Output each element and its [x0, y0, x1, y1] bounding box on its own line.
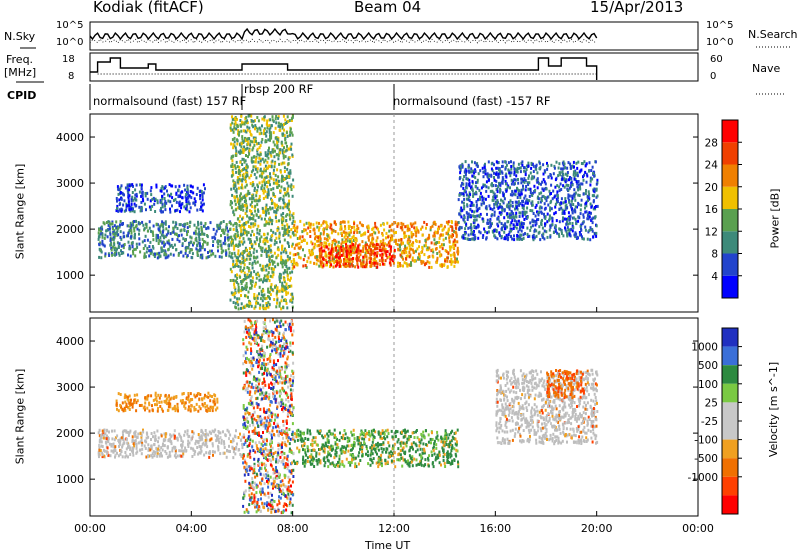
power-colorbar-tick-1: 24 [705, 160, 719, 172]
velocity-ytick-0: 4000 [56, 335, 84, 348]
power-colorbar-tick-4: 12 [705, 226, 718, 238]
freq-panel-frame [89, 52, 699, 82]
cpid-segment-1: normalsound (fast) 157 RF [93, 94, 247, 108]
velocity-region-3 [292, 428, 460, 469]
noise-tick-high-right: 10^5 [706, 20, 734, 31]
freq-tick-low: 8 [68, 71, 75, 82]
cpid-segment-2: rbsp 200 RF [244, 82, 314, 96]
power-ytick-0: 4000 [56, 131, 84, 144]
nave-tick-high: 60 [710, 54, 723, 65]
nsky-trace [89, 27, 598, 41]
power-region-4 [318, 243, 396, 269]
velocity-region-5 [546, 369, 585, 400]
velocity-region-1 [115, 391, 219, 413]
xtick-label-2: 08:00 [277, 522, 309, 535]
nave-tick-low: 0 [710, 71, 717, 82]
velocity-colorbar-swatch-0 [722, 328, 738, 347]
power-ytick-1: 3000 [56, 177, 84, 190]
cpid-label: CPID [7, 89, 37, 102]
velocity-colorbar-tick-0: 1000 [691, 342, 718, 354]
power-region-2 [229, 114, 295, 311]
nsearch-label: N.Search [748, 28, 798, 41]
velocity-ytick-1: 3000 [56, 381, 84, 394]
date-title: 15/Apr/2013 [590, 0, 684, 16]
velocity-colorbar-tick-1: 500 [698, 360, 718, 372]
power-region-5 [457, 160, 599, 242]
beam-title: Beam 04 [354, 0, 422, 16]
velocity-colorbar-tick-3: 25 [705, 397, 718, 409]
xtick-label-0: 00:00 [74, 522, 106, 535]
velocity-ytick-2: 2000 [56, 427, 84, 440]
power-ytick-3: 1000 [56, 269, 84, 282]
power-colorbar-tick-2: 20 [705, 182, 718, 194]
power-colorbar-swatch-2 [722, 231, 738, 254]
velocity-colorbar-swatch-6 [722, 439, 738, 459]
velocity-ytick-3: 1000 [56, 473, 84, 486]
power-colorbar-tick-6: 4 [711, 271, 718, 283]
velocity-colorbar-swatch-4 [722, 402, 738, 421]
power-colorbar-swatch-5 [722, 164, 738, 187]
noise-tick-low: 10^0 [56, 37, 84, 48]
station-title: Kodiak (fitACF) [93, 0, 204, 16]
xtick-label-6: 00:00 [682, 522, 714, 535]
xtick-label-5: 20:00 [581, 522, 613, 535]
xtick-label-1: 04:00 [175, 522, 207, 535]
noise-tick-low-right: 10^0 [706, 37, 734, 48]
velocity-colorbar-swatch-8 [722, 476, 738, 496]
velocity-colorbar-tick-7: -1000 [687, 472, 718, 484]
power-region-0 [97, 219, 232, 260]
velocity-colorbar-swatch-9 [722, 495, 738, 514]
nave-label: Nave [752, 62, 781, 75]
velocity-region-0 [97, 428, 244, 460]
power-region-1 [115, 183, 206, 214]
power-colorbar-tick-3: 16 [705, 204, 719, 216]
freq-trace [90, 57, 598, 80]
power-colorbar-swatch-0 [722, 275, 738, 298]
freq-tick-high: 18 [62, 54, 75, 65]
power-ytick-2: 2000 [56, 223, 84, 236]
velocity-colorbar-swatch-3 [722, 383, 738, 403]
xlabel: Time UT [365, 539, 411, 552]
xtick-label-3: 12:00 [378, 522, 410, 535]
power-colorbar-tick-0: 28 [705, 137, 718, 149]
nsky-label: N.Sky [4, 30, 36, 43]
nsearch-trace [89, 38, 597, 44]
velocity-colorbar-tick-4: -25 [701, 416, 718, 428]
velocity-region-2 [242, 318, 295, 515]
power-colorbar-tick-5: 8 [711, 249, 718, 261]
power-colorbar-swatch-3 [722, 209, 738, 232]
power-colorbar-swatch-6 [722, 142, 738, 165]
cpid-segment-3: normalsound (fast) -157 RF [393, 94, 551, 108]
freq-label: Freq. [6, 53, 34, 66]
velocity-colorbar-swatch-7 [722, 458, 738, 477]
freq-unit-label: [MHz] [4, 66, 37, 79]
velocity-colorbar-swatch-5 [722, 421, 738, 440]
velocity-colorbar-tick-5: -100 [694, 435, 718, 447]
noise-tick-high: 10^5 [56, 20, 84, 31]
velocity-colorbar-swatch-2 [722, 365, 738, 384]
velocity-colorbar-tick-2: 100 [698, 379, 718, 391]
power-colorbar-swatch-1 [722, 253, 738, 276]
xtick-label-4: 16:00 [479, 522, 511, 535]
velocity-colorbar-tick-6: -500 [694, 453, 718, 465]
velocity-colorbar-swatch-1 [722, 346, 738, 366]
power-colorbar-swatch-7 [722, 120, 738, 143]
power-colorbar-swatch-4 [722, 186, 738, 209]
